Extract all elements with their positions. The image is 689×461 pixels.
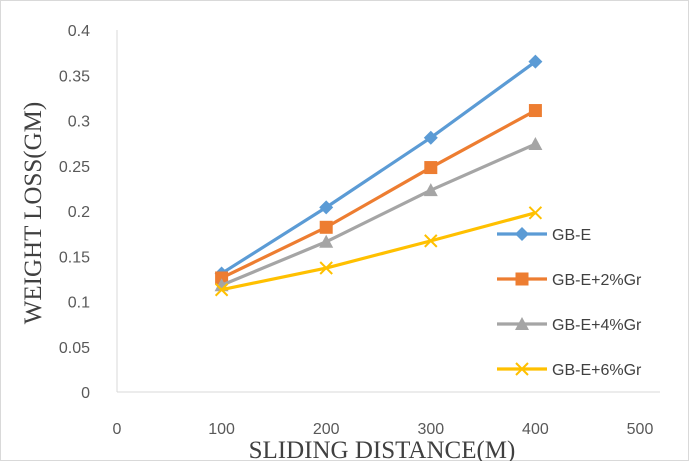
data-point: [319, 234, 334, 248]
x-tick-label: 0: [113, 421, 122, 438]
y-tick-label: 0.1: [68, 295, 90, 312]
data-point: [215, 271, 229, 285]
legend-item: GB-E+4%Gr: [497, 317, 642, 334]
legend-item: GB-E+2%Gr: [497, 272, 642, 289]
legend-marker: [515, 272, 529, 286]
y-tick-label: 0.3: [68, 114, 90, 131]
y-tick-label: 0: [81, 385, 90, 402]
y-tick-label: 0.25: [59, 159, 90, 176]
data-point: [528, 137, 543, 151]
y-tick-label: 0.35: [59, 68, 90, 85]
x-tick-label: 300: [417, 421, 444, 438]
y-axis-title: WEIGHT LOSS(GM): [20, 102, 47, 324]
legend-label: GB-E: [552, 227, 591, 244]
x-tick-label: 200: [313, 421, 340, 438]
series-line-gb-e: [220, 60, 537, 275]
series-gb-e-6-gr: [214, 206, 543, 297]
y-tick-labels: 0 0.05 0.1 0.15 0.2 0.25 0.3 0.35 0.4: [59, 23, 90, 402]
legend-marker: [515, 227, 529, 241]
data-point: [424, 234, 438, 248]
series-gb-e-4-gr: [214, 137, 543, 292]
y-tick-label: 0.05: [59, 340, 90, 357]
data-point: [528, 54, 543, 69]
data-point: [528, 104, 542, 118]
series-layer: [214, 54, 543, 297]
legend-marker: [515, 317, 529, 330]
data-point: [424, 161, 438, 175]
y-tick-label: 0.4: [68, 23, 90, 40]
legend-label: GB-E+6%Gr: [552, 362, 642, 379]
y-tick-label: 0.2: [68, 204, 90, 221]
x-tick-label: 400: [522, 421, 549, 438]
data-point: [319, 220, 333, 234]
y-tick-label: 0.15: [59, 249, 90, 266]
data-point: [319, 261, 333, 275]
series-gb-e: [214, 54, 543, 281]
legend-item: GB-E: [497, 227, 591, 244]
data-point: [319, 200, 334, 215]
legend-label: GB-E+2%Gr: [552, 272, 642, 289]
series-line-gb-e-2-gr: [220, 109, 537, 280]
series-line-gb-e-4-gr: [220, 142, 537, 287]
data-point: [423, 130, 438, 145]
series-line-gb-e-6-gr: [221, 211, 536, 292]
legend: GB-E GB-E+2%Gr GB-E+4%Gr GB-E+6%Gr: [497, 227, 642, 379]
data-point: [528, 206, 543, 220]
series-gb-e-2-gr: [215, 104, 542, 285]
x-tick-labels: 0 100 200 300 400 500: [113, 421, 654, 438]
x-tick-label: 500: [627, 421, 654, 438]
legend-marker: [515, 362, 529, 376]
legend-label: GB-E+4%Gr: [552, 317, 642, 334]
data-point: [214, 283, 229, 297]
legend-item: GB-E+6%Gr: [497, 362, 642, 379]
data-point: [423, 183, 438, 197]
x-axis-title: SLIDING DISTANCE(M): [249, 437, 516, 461]
x-tick-label: 100: [208, 421, 235, 438]
